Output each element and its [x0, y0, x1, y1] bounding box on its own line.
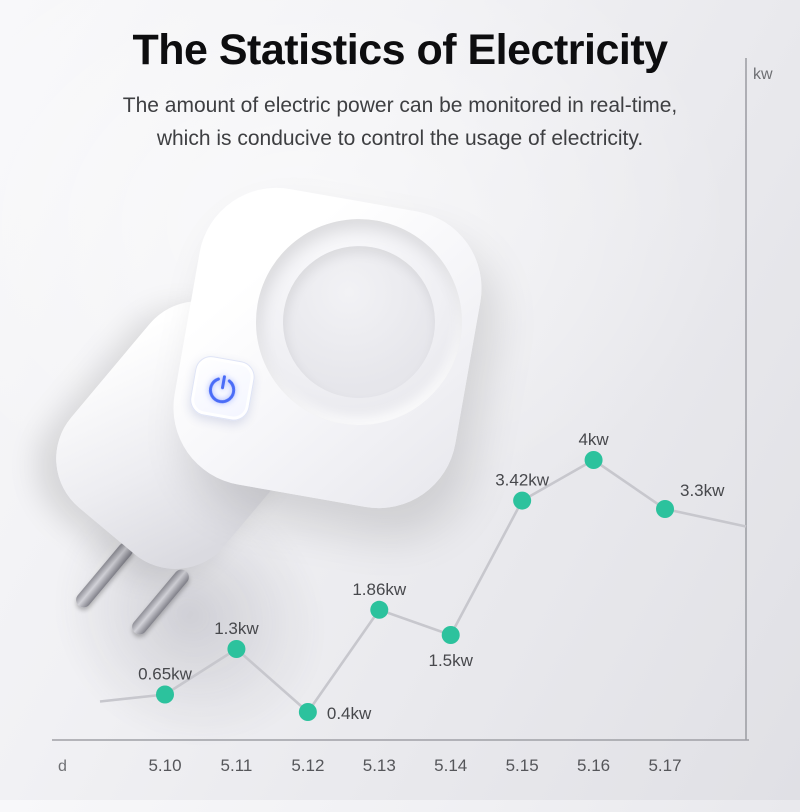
x-tick-label: 5.13: [363, 756, 396, 775]
point-label: 3.42kw: [495, 471, 550, 490]
power-icon: [208, 375, 236, 404]
x-tick-label: 5.17: [648, 756, 681, 775]
data-point: [656, 500, 675, 518]
plug-front-face: [161, 175, 494, 521]
smart-plug-image: [0, 175, 494, 812]
x-axis-unit-label: d: [58, 758, 67, 775]
point-label: 4kw: [578, 430, 609, 449]
socket-recess: [239, 202, 479, 442]
point-label: 3.3kw: [680, 481, 725, 500]
subtitle-line-1: The amount of electric power can be moni…: [122, 94, 678, 117]
x-tick-label: 5.12: [291, 756, 324, 775]
point-label: 1.5kw: [429, 651, 474, 670]
x-tick-label: 5.15: [506, 756, 539, 775]
point-label: 0.4kw: [327, 704, 372, 723]
x-tick-label: 5.14: [434, 756, 467, 775]
subtitle: The amount of electric power can be moni…: [0, 89, 800, 155]
power-button: [187, 353, 258, 424]
data-point: [584, 451, 603, 469]
page-title: The Statistics of Electricity: [132, 26, 668, 74]
subtitle-line-2: which is conducive to control the usage …: [156, 127, 644, 150]
data-point: [513, 491, 532, 510]
x-tick-label: 5.16: [577, 756, 610, 775]
header: The Statistics of Electricity The amount…: [0, 26, 800, 155]
